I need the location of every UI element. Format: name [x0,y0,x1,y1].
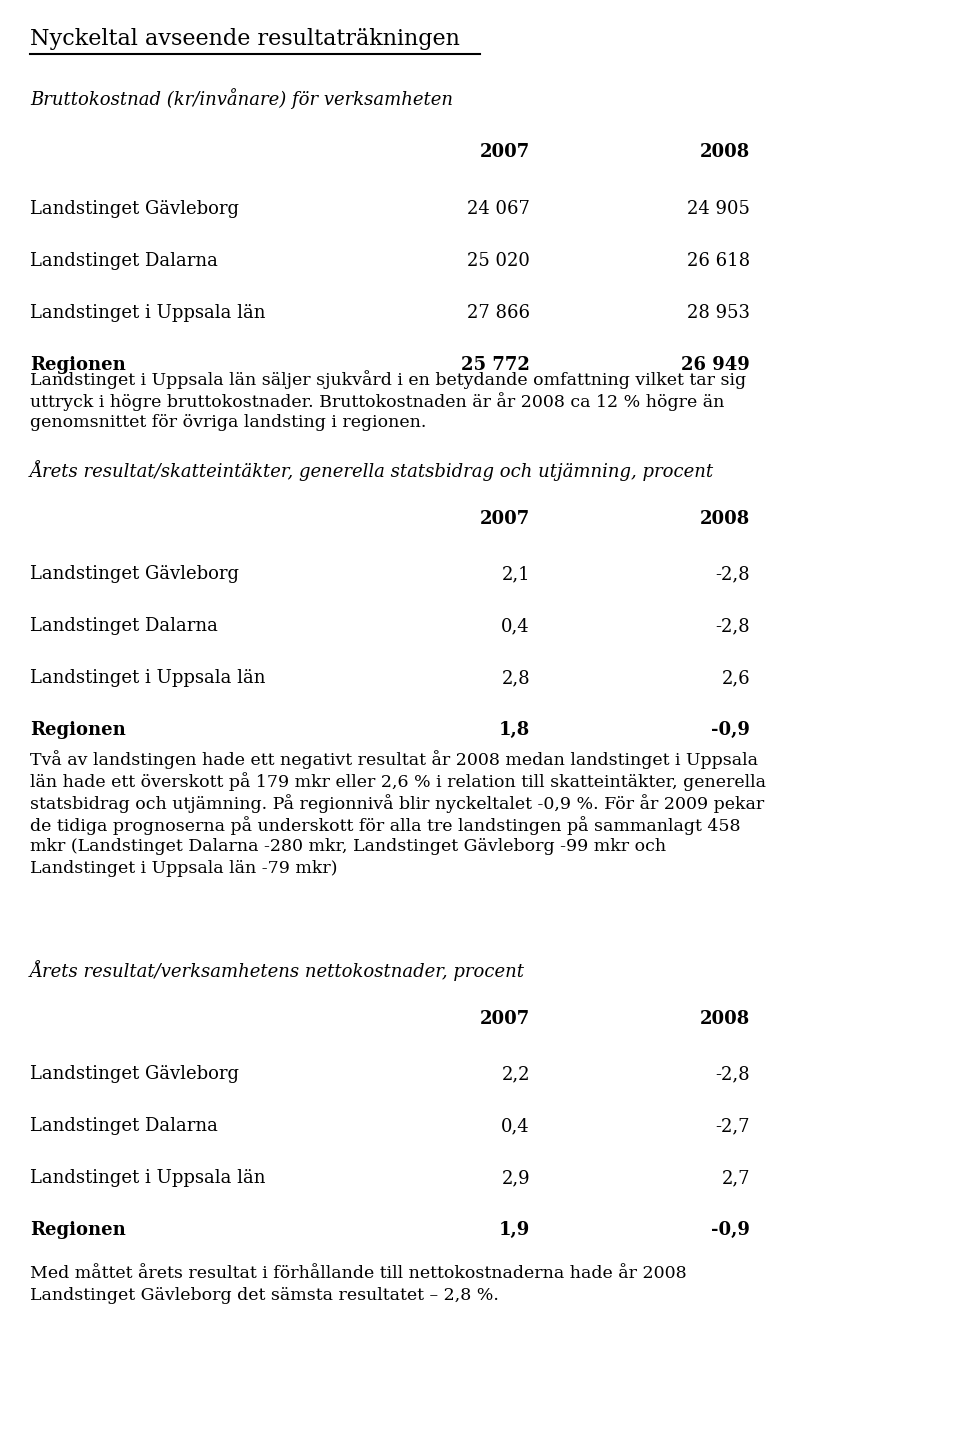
Text: -2,8: -2,8 [715,1065,750,1083]
Text: Landstinget Gävleborg: Landstinget Gävleborg [30,565,239,583]
Text: 0,4: 0,4 [501,1117,530,1135]
Text: Landstinget Dalarna: Landstinget Dalarna [30,1117,218,1135]
Text: län hade ett överskott på 179 mkr eller 2,6 % i relation till skatteintäkter, ge: län hade ett överskott på 179 mkr eller … [30,772,766,791]
Text: 28 953: 28 953 [687,305,750,322]
Text: 2007: 2007 [480,511,530,528]
Text: Landstinget Dalarna: Landstinget Dalarna [30,252,218,270]
Text: Årets resultat/verksamhetens nettokostnader, procent: Årets resultat/verksamhetens nettokostna… [30,960,525,981]
Text: Med måttet årets resultat i förhållande till nettokostnaderna hade år 2008: Med måttet årets resultat i förhållande … [30,1266,686,1283]
Text: 2007: 2007 [480,1010,530,1028]
Text: 1,9: 1,9 [499,1221,530,1238]
Text: Landstinget Dalarna: Landstinget Dalarna [30,616,218,635]
Text: 2007: 2007 [480,143,530,162]
Text: Regionen: Regionen [30,721,126,739]
Text: mkr (Landstinget Dalarna -280 mkr, Landstinget Gävleborg -99 mkr och: mkr (Landstinget Dalarna -280 mkr, Lands… [30,838,666,855]
Text: Regionen: Regionen [30,356,126,375]
Text: 25 772: 25 772 [461,356,530,375]
Text: Bruttokostnad (kr/invånare) för verksamheten: Bruttokostnad (kr/invånare) för verksamh… [30,89,453,109]
Text: Landstinget Gävleborg det sämsta resultatet – 2,8 %.: Landstinget Gävleborg det sämsta resulta… [30,1287,499,1304]
Text: uttryck i högre bruttokostnader. Bruttokostnaden är år 2008 ca 12 % högre än: uttryck i högre bruttokostnader. Bruttok… [30,392,725,410]
Text: statsbidrag och utjämning. På regionnivå blir nyckeltalet -0,9 %. För år 2009 pe: statsbidrag och utjämning. På regionnivå… [30,794,764,812]
Text: -0,9: -0,9 [711,1221,750,1238]
Text: 2,7: 2,7 [722,1168,750,1187]
Text: 1,8: 1,8 [499,721,530,739]
Text: 2,9: 2,9 [501,1168,530,1187]
Text: 24 067: 24 067 [468,200,530,217]
Text: 2,2: 2,2 [501,1065,530,1083]
Text: 2,6: 2,6 [721,669,750,686]
Text: Landstinget i Uppsala län: Landstinget i Uppsala län [30,1168,266,1187]
Text: 2008: 2008 [700,143,750,162]
Text: 25 020: 25 020 [468,252,530,270]
Text: -0,9: -0,9 [711,721,750,739]
Text: 24 905: 24 905 [687,200,750,217]
Text: 26 949: 26 949 [682,356,750,375]
Text: Landstinget i Uppsala län -79 mkr): Landstinget i Uppsala län -79 mkr) [30,859,338,877]
Text: -2,8: -2,8 [715,565,750,583]
Text: Årets resultat/skatteintäkter, generella statsbidrag och utjämning, procent: Årets resultat/skatteintäkter, generella… [30,460,714,480]
Text: 2,8: 2,8 [501,669,530,686]
Text: 26 618: 26 618 [686,252,750,270]
Text: Två av landstingen hade ett negativt resultat år 2008 medan landstinget i Uppsal: Två av landstingen hade ett negativt res… [30,749,758,769]
Text: Nyckeltal avseende resultaträkningen: Nyckeltal avseende resultaträkningen [30,29,460,50]
Text: Landstinget i Uppsala län: Landstinget i Uppsala län [30,305,266,322]
Text: 2008: 2008 [700,1010,750,1028]
Text: 0,4: 0,4 [501,616,530,635]
Text: de tidiga prognoserna på underskott för alla tre landstingen på sammanlagt 458: de tidiga prognoserna på underskott för … [30,817,740,835]
Text: -2,7: -2,7 [715,1117,750,1135]
Text: Landstinget i Uppsala län säljer sjukvård i en betydande omfattning vilket tar s: Landstinget i Uppsala län säljer sjukvår… [30,370,746,389]
Text: Regionen: Regionen [30,1221,126,1238]
Text: Landstinget i Uppsala län: Landstinget i Uppsala län [30,669,266,686]
Text: 2,1: 2,1 [501,565,530,583]
Text: 27 866: 27 866 [467,305,530,322]
Text: Landstinget Gävleborg: Landstinget Gävleborg [30,200,239,217]
Text: genomsnittet för övriga landsting i regionen.: genomsnittet för övriga landsting i regi… [30,415,426,430]
Text: 2008: 2008 [700,511,750,528]
Text: -2,8: -2,8 [715,616,750,635]
Text: Landstinget Gävleborg: Landstinget Gävleborg [30,1065,239,1083]
